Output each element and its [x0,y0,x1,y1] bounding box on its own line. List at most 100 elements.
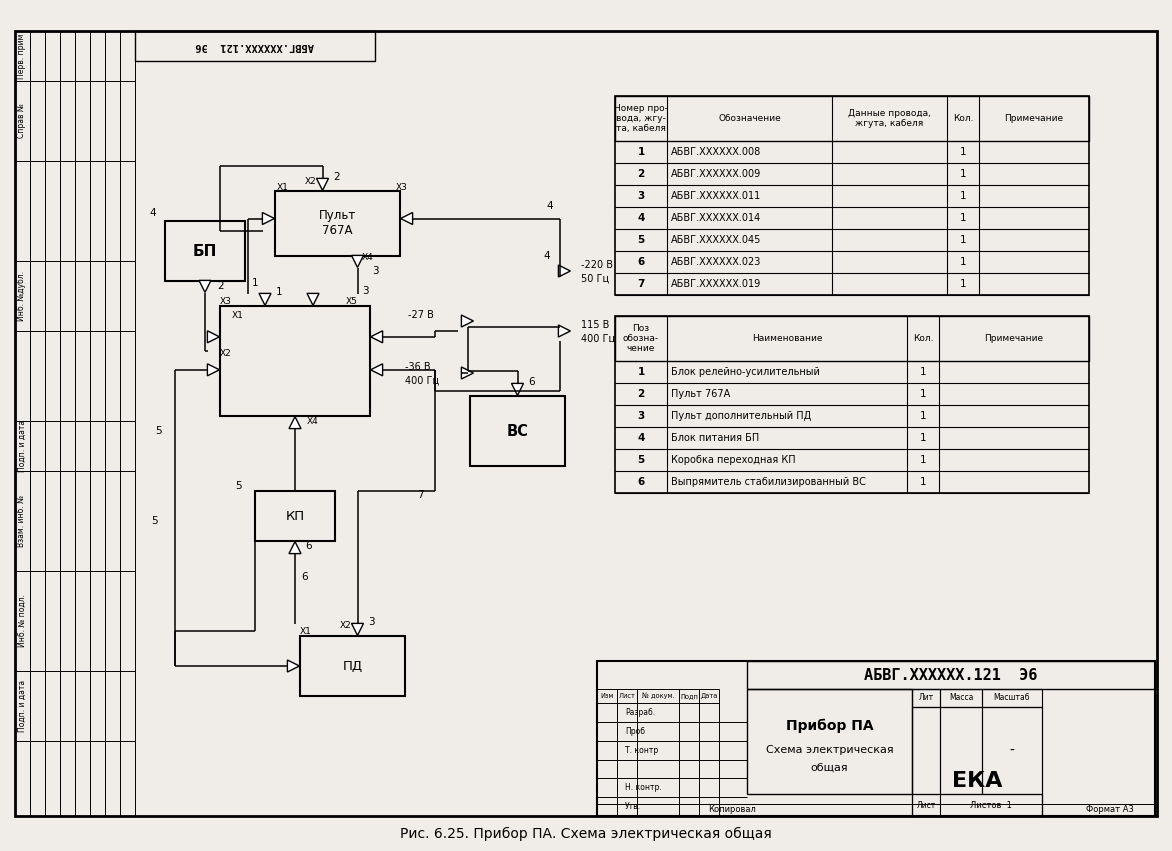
Text: 5: 5 [638,455,645,465]
Text: 2: 2 [638,389,645,399]
Text: -36 В: -36 В [406,362,430,372]
Polygon shape [207,363,219,376]
Bar [616,689,638,703]
Text: Рис. 6.25. Прибор ПА. Схема электрическая общая: Рис. 6.25. Прибор ПА. Схема электрическа… [400,827,772,841]
Text: 3: 3 [638,191,645,201]
Bar [912,707,940,794]
Polygon shape [370,331,382,343]
Bar [220,306,370,416]
Text: 5: 5 [236,481,243,491]
Bar [679,689,699,703]
Text: Х1: Х1 [277,184,289,192]
Text: 3: 3 [638,411,645,421]
Text: 6: 6 [306,541,312,551]
Text: Подп. и дата: Подп. и дата [18,680,27,732]
Text: АБВГ.XXXXXX.019: АБВГ.XXXXXX.019 [672,279,762,289]
Text: АБВГ.XXXXXX.121  Э6: АБВГ.XXXXXX.121 Э6 [196,41,314,51]
Text: Номер про-
вода, жгу-
та, кабеля: Номер про- вода, жгу- та, кабеля [614,104,668,134]
Polygon shape [462,367,473,379]
Text: 4: 4 [638,433,645,443]
Polygon shape [316,179,328,191]
Text: 5: 5 [638,235,645,245]
Text: Копировал: Копировал [708,806,756,814]
Text: 767А: 767А [322,224,353,237]
Text: ЕКА: ЕКА [952,771,1002,791]
Text: 1: 1 [275,287,282,297]
Text: 1: 1 [638,147,645,157]
Bar [747,689,912,794]
Bar [615,96,1089,141]
Text: 1: 1 [920,433,926,443]
Text: 4: 4 [150,208,156,218]
Text: Обозначение: Обозначение [718,114,781,123]
Text: Перв. прим: Перв. прим [18,33,27,78]
Text: 2: 2 [218,281,224,291]
Text: 7: 7 [638,279,645,289]
Text: 115 В: 115 В [581,320,609,330]
Bar [597,689,616,703]
Bar [940,689,982,707]
Text: 1: 1 [920,455,926,465]
Text: 2: 2 [333,172,340,182]
Text: Масса: Масса [949,694,973,702]
Text: -27 В: -27 В [408,310,434,320]
Text: АБВГ.XXXXXX.121  Э6: АБВГ.XXXXXX.121 Э6 [864,667,1037,683]
Text: 4: 4 [544,251,551,261]
Text: АБВГ.XXXXXX.023: АБВГ.XXXXXX.023 [672,257,762,267]
Text: Изм: Изм [600,693,614,699]
Text: Формат А3: Формат А3 [1086,806,1134,814]
Text: 6: 6 [638,477,645,487]
Text: 1: 1 [960,191,966,201]
Text: 4: 4 [638,213,645,223]
Text: Х2: Х2 [220,349,232,357]
Text: 1: 1 [960,169,966,179]
Text: ПД: ПД [342,660,362,672]
Bar [165,221,245,281]
Bar [615,316,1089,361]
Text: Утв.: Утв. [625,802,641,811]
Polygon shape [287,660,299,672]
Text: 50 Гц: 50 Гц [581,274,609,284]
Text: 3: 3 [362,286,369,296]
Polygon shape [352,255,363,267]
Polygon shape [462,315,473,327]
Text: Дата: Дата [701,693,717,699]
Text: 6: 6 [529,377,534,387]
Text: Х1: Х1 [232,311,244,321]
Text: Х4: Х4 [362,254,374,262]
Text: Выпрямитель стабилизированный ВС: Выпрямитель стабилизированный ВС [672,477,866,487]
Bar [747,661,1154,689]
Text: Наименование: Наименование [751,334,823,343]
Text: Поз
обозна-
чение: Поз обозна- чение [624,323,659,353]
Text: 1: 1 [920,367,926,377]
Text: 400 Гц: 400 Гц [406,376,440,386]
Text: ВС: ВС [506,424,529,438]
Bar [912,689,940,707]
Text: 400 Гц: 400 Гц [581,334,615,344]
Bar [255,491,335,541]
Text: Кол.: Кол. [913,334,933,343]
Text: -220 В: -220 В [581,260,613,270]
Text: АБВГ.XXXXXX.008: АБВГ.XXXXXX.008 [672,147,762,157]
Polygon shape [511,384,524,396]
Bar [912,794,1042,816]
Bar [982,689,1042,707]
Text: Т. контр: Т. контр [625,745,659,755]
Text: 1: 1 [960,213,966,223]
Text: Справ №: Справ № [18,104,27,139]
Text: Данные провода,
жгута, кабеля: Данные провода, жгута, кабеля [849,109,931,129]
Bar [470,396,565,466]
Text: 1: 1 [960,235,966,245]
Text: Пульт дополнительный ПД: Пульт дополнительный ПД [672,411,811,421]
Text: АБВГ.XXXXXX.014: АБВГ.XXXXXX.014 [672,213,762,223]
Bar [300,636,406,696]
Text: Инб. №дубл.: Инб. №дубл. [18,271,27,321]
Text: 5: 5 [155,426,162,436]
Text: -: - [1009,744,1015,757]
Bar [638,689,679,703]
Text: 1: 1 [960,279,966,289]
Text: 1: 1 [960,257,966,267]
Text: Проб: Проб [625,727,645,736]
Text: 4: 4 [546,201,553,211]
Text: Масштаб: Масштаб [994,694,1030,702]
